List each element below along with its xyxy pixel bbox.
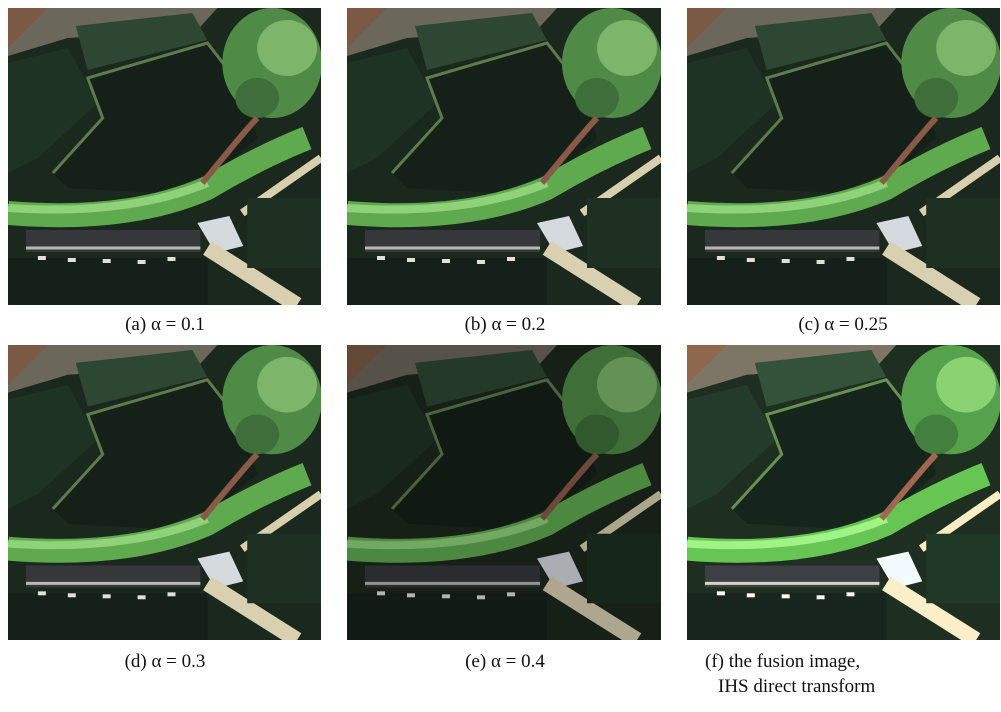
image — [8, 8, 322, 305]
caption: (d) α = 0.3 — [125, 651, 206, 672]
figure: (a) α = 0.1 (b) α = 0.2 (c) α = 0.25 (d)… — [0, 0, 1001, 707]
image — [347, 8, 662, 305]
caption: (f) the fusion image, — [705, 651, 860, 672]
caption: IHS direct transform — [718, 676, 875, 697]
caption: (a) α = 0.1 — [125, 314, 205, 335]
image — [8, 345, 322, 640]
caption: (e) α = 0.4 — [465, 651, 545, 672]
caption: (b) α = 0.2 — [465, 314, 546, 335]
image — [347, 345, 662, 640]
caption: (c) α = 0.25 — [798, 314, 887, 335]
image — [687, 8, 1001, 305]
image — [687, 345, 1001, 640]
